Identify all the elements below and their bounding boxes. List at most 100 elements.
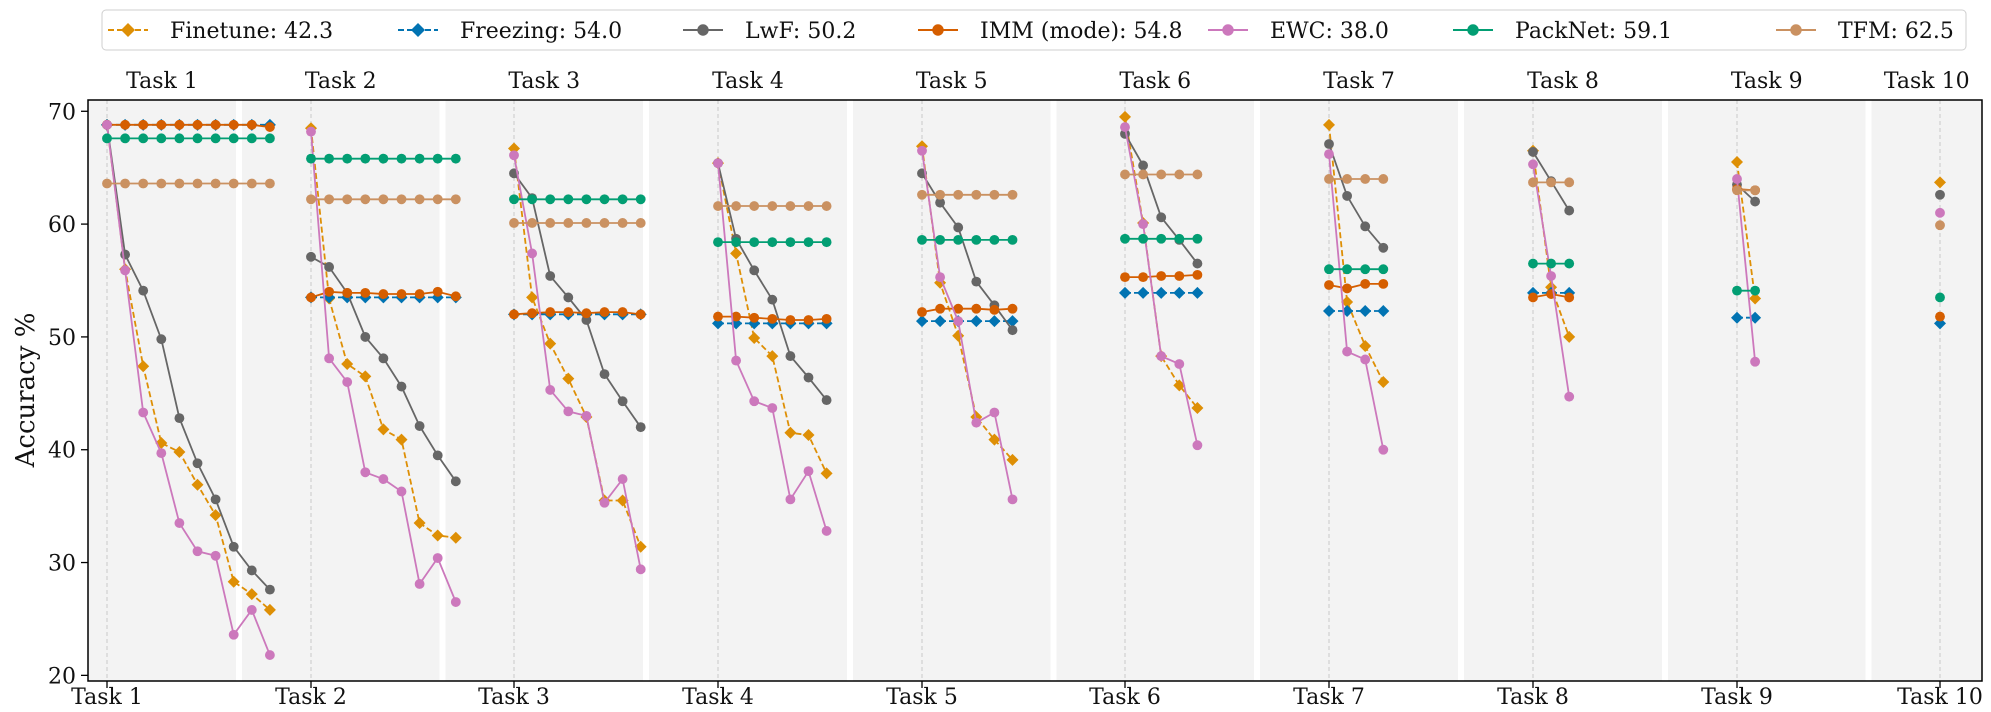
data-point [731, 201, 742, 211]
data-point [617, 194, 628, 205]
data-point [1935, 207, 1945, 218]
data-point [192, 178, 203, 189]
data-point [1750, 356, 1761, 367]
data-point [1528, 258, 1538, 269]
task-panel-bg [649, 100, 847, 681]
data-point [210, 119, 221, 130]
data-point [599, 307, 610, 318]
data-point [509, 194, 519, 205]
data-point [803, 201, 814, 211]
data-point [821, 526, 832, 536]
series-line [106, 124, 271, 656]
data-point [191, 478, 204, 491]
data-point [138, 178, 149, 189]
data-point [1360, 264, 1371, 275]
data-point [635, 309, 646, 320]
data-point [1750, 196, 1761, 207]
data-point [1120, 122, 1130, 132]
data-point [1174, 271, 1185, 281]
data-point [174, 518, 185, 528]
data-point [174, 413, 185, 424]
data-point [821, 395, 832, 406]
data-point [935, 197, 946, 208]
data-point [989, 234, 1000, 245]
data-point [1007, 494, 1018, 505]
data-point [581, 218, 592, 228]
data-point [749, 237, 760, 248]
data-point [581, 315, 592, 325]
data-point [192, 133, 203, 144]
data-point [306, 292, 316, 303]
task-panel-bg [242, 100, 440, 681]
data-point [264, 584, 275, 595]
data-point [414, 194, 425, 205]
legend-marker [932, 24, 944, 36]
data-point [1119, 110, 1131, 123]
task-panel-bg [445, 100, 643, 681]
data-point [1323, 118, 1335, 131]
data-point [377, 423, 390, 436]
data-point [1342, 346, 1353, 357]
data-point [509, 150, 519, 161]
data-point [378, 353, 389, 364]
data-point [1359, 339, 1372, 352]
data-point [617, 307, 628, 318]
data-point [156, 133, 167, 144]
data-point [210, 178, 221, 189]
data-point [1156, 271, 1167, 281]
data-point [971, 276, 982, 287]
data-point [1138, 233, 1149, 244]
data-point [935, 189, 946, 200]
series-line [1328, 282, 1384, 290]
data-point [306, 194, 316, 205]
data-point [1138, 160, 1149, 171]
data-point [432, 450, 443, 461]
data-point [545, 194, 556, 205]
data-point [360, 331, 371, 342]
legend: Finetune: 42.3 Freezing: 54.0 LwF: 50.2 IMM… [101, 9, 1967, 51]
data-point [450, 476, 461, 487]
data-point [635, 564, 646, 575]
data-point [767, 294, 778, 305]
legend-marker [411, 23, 425, 37]
data-point [450, 153, 461, 164]
data-point [767, 313, 778, 324]
series-group [102, 119, 1945, 325]
data-point [396, 153, 407, 164]
data-point [1119, 286, 1131, 299]
data-point [324, 353, 335, 364]
data-point [785, 237, 796, 248]
data-point [749, 396, 760, 407]
data-point [360, 194, 371, 205]
task-panel-bg [1260, 100, 1458, 681]
data-point [1564, 258, 1575, 269]
data-point [1006, 315, 1019, 328]
x-axis: Task 1 Task 2 Task 3 Task 4 Task 5 Task 6 Task… [71, 681, 1983, 710]
data-point [174, 133, 185, 144]
data-point [1191, 401, 1204, 414]
data-point [917, 307, 927, 318]
y-tick-label: 40 [48, 439, 76, 464]
data-point [545, 307, 556, 318]
data-point [156, 334, 167, 345]
data-point [360, 153, 371, 164]
data-point [360, 467, 371, 478]
data-point [1934, 176, 1946, 189]
legend-label: Finetune: 42.3 [170, 19, 333, 44]
y-tick-label: 50 [48, 326, 76, 351]
task-panel-bg [1464, 100, 1662, 681]
data-point [617, 474, 628, 484]
data-point [1749, 311, 1762, 324]
series-group [102, 133, 1945, 303]
series-line [513, 155, 642, 570]
data-point [509, 218, 519, 228]
data-point [1173, 379, 1186, 392]
data-point [209, 509, 222, 522]
data-point [821, 237, 832, 248]
data-point [1192, 169, 1203, 180]
data-point [1324, 139, 1334, 149]
data-point [563, 406, 574, 417]
data-point [246, 605, 257, 615]
data-point [1007, 303, 1018, 314]
data-point [713, 311, 723, 322]
